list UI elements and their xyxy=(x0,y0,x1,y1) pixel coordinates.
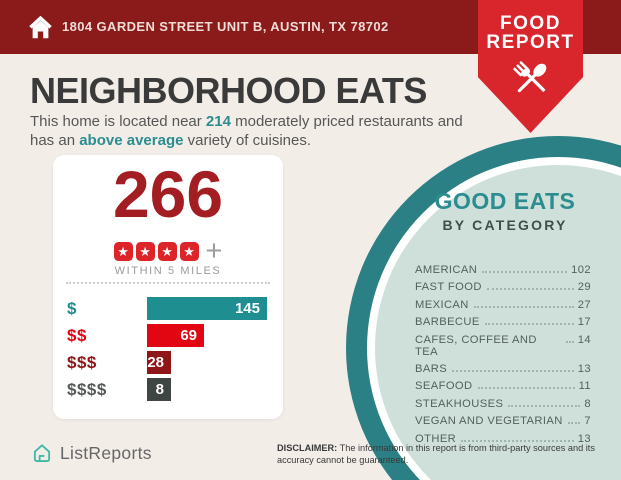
category-value: 13 xyxy=(577,362,591,375)
category-row: SEAFOOD 11 xyxy=(415,380,591,392)
category-value: 29 xyxy=(577,281,591,294)
category-name: FAST FOOD xyxy=(415,281,482,294)
price-tier-label: $ xyxy=(67,298,77,318)
category-value: 102 xyxy=(571,264,591,276)
category-row: BARBECUE 17 xyxy=(415,316,591,328)
price-tier-bar: 28 xyxy=(147,351,171,374)
category-value: 13 xyxy=(577,432,591,445)
category-row: CAFES, COFFEE AND TEA 14 xyxy=(415,334,591,358)
price-tier-label: $$$ xyxy=(67,352,97,372)
price-bar-row: $$$ 28 xyxy=(53,351,283,374)
price-tier-bar: 8 xyxy=(147,378,171,401)
category-name: AMERICAN xyxy=(415,264,478,276)
category-name: VEGAN AND VEGETARIAN xyxy=(415,415,563,428)
listreports-logo: ListReports xyxy=(31,442,152,464)
price-tier-label: $$ xyxy=(67,325,87,345)
category-value: 11 xyxy=(578,380,591,393)
house-outline-icon xyxy=(33,444,51,462)
category-name: BARBECUE xyxy=(415,316,480,329)
subtitle-text-1: This home is located near xyxy=(30,113,206,130)
dotted-leader xyxy=(484,323,574,326)
dotted-separator xyxy=(66,282,270,284)
property-address: 1804 GARDEN STREET UNIT B, AUSTIN, TX 78… xyxy=(62,19,389,34)
dotted-leader xyxy=(565,340,574,343)
dotted-leader xyxy=(482,271,568,273)
star-rating: ★ ★ ★ ★ + xyxy=(53,235,283,267)
category-row: FAST FOOD 29 xyxy=(415,281,591,293)
category-row: VEGAN AND VEGETARIAN 7 xyxy=(415,415,591,427)
category-value: 17 xyxy=(577,316,591,329)
category-row: STEAKHOUSES 8 xyxy=(415,398,591,410)
good-eats-subtitle: BY CATEGORY xyxy=(442,217,568,233)
summary-card: 266 ★ ★ ★ ★ + WITHIN 5 MILES $145 $$ 69 $$$ 28 $$… xyxy=(53,155,283,419)
home-icon xyxy=(27,13,54,46)
dotted-leader xyxy=(452,369,574,372)
price-bar-row: $145 xyxy=(53,297,283,320)
category-name: BARS xyxy=(415,362,448,375)
star-icon: ★ xyxy=(135,242,155,261)
category-name: SEAFOOD xyxy=(415,380,473,393)
good-eats-circle-ring xyxy=(346,136,621,480)
subtitle-text-2: moderately priced restaurants and has an xyxy=(30,113,463,149)
category-row: OTHER 13 xyxy=(415,433,591,445)
price-tier-bar: 145 xyxy=(147,297,267,320)
category-name: STEAKHOUSES xyxy=(415,397,504,410)
good-eats-title: GOOD EATS xyxy=(434,188,576,214)
plus-sign: + xyxy=(205,235,223,267)
star-icon: ★ xyxy=(157,242,177,261)
dotted-leader xyxy=(461,439,574,442)
dotted-leader xyxy=(473,305,574,308)
page-title: NEIGHBORHOOD EATS xyxy=(30,70,427,111)
radius-caption: WITHIN 5 MILES xyxy=(114,265,222,277)
category-row: BARS 13 xyxy=(415,363,591,375)
disclaimer-label: DISCLAIMER: xyxy=(277,443,338,453)
category-list: AMERICAN 102 FAST FOOD 29 MEXICAN 27 BARBECUE 1… xyxy=(415,264,591,450)
category-row: MEXICAN 27 xyxy=(415,299,591,311)
category-name: OTHER xyxy=(415,432,457,445)
good-eats-heading: GOOD EATS BY CATEGORY xyxy=(398,188,612,233)
category-name: CAFES, COFFEE AND TEA xyxy=(415,333,537,358)
disclaimer-text: The information in this report is from t… xyxy=(277,443,595,465)
disclaimer: DISCLAIMER: The information in this repo… xyxy=(277,443,617,466)
category-value: 8 xyxy=(584,397,591,410)
price-tier-label: $$$$ xyxy=(67,379,107,399)
fork-and-spoon-icon xyxy=(512,61,546,93)
price-bar-row: $$ 69 xyxy=(53,324,283,347)
badge-line2: REPORT xyxy=(486,32,575,53)
dotted-leader xyxy=(508,404,581,407)
subtitle-text-3: variety of cuisines. xyxy=(183,132,312,149)
price-bar-chart: $145 $$ 69 $$$ 28 $$$$ 8 xyxy=(53,297,283,405)
star-icon: ★ xyxy=(113,242,133,261)
food-report-badge: FOOD REPORT xyxy=(478,0,583,133)
price-tier-bar: 69 xyxy=(147,324,204,347)
category-value: 7 xyxy=(584,415,591,428)
variety-highlight: above average xyxy=(79,132,184,149)
category-value: 14 xyxy=(577,333,591,346)
category-value: 27 xyxy=(577,298,591,311)
category-row: AMERICAN 102 xyxy=(415,264,591,276)
restaurant-count: 266 xyxy=(112,157,224,231)
badge-line1: FOOD xyxy=(500,13,561,34)
dotted-leader xyxy=(486,288,574,291)
dotted-leader xyxy=(567,422,581,425)
logo-text: ListReports xyxy=(60,442,152,463)
price-bar-row: $$$$ 8 xyxy=(53,378,283,401)
star-icon: ★ xyxy=(179,242,199,261)
category-name: MEXICAN xyxy=(415,298,469,311)
dotted-leader xyxy=(477,387,575,390)
page-subtitle: This home is located near 214 moderately… xyxy=(30,112,470,150)
restaurant-count-highlight: 214 xyxy=(205,113,231,130)
